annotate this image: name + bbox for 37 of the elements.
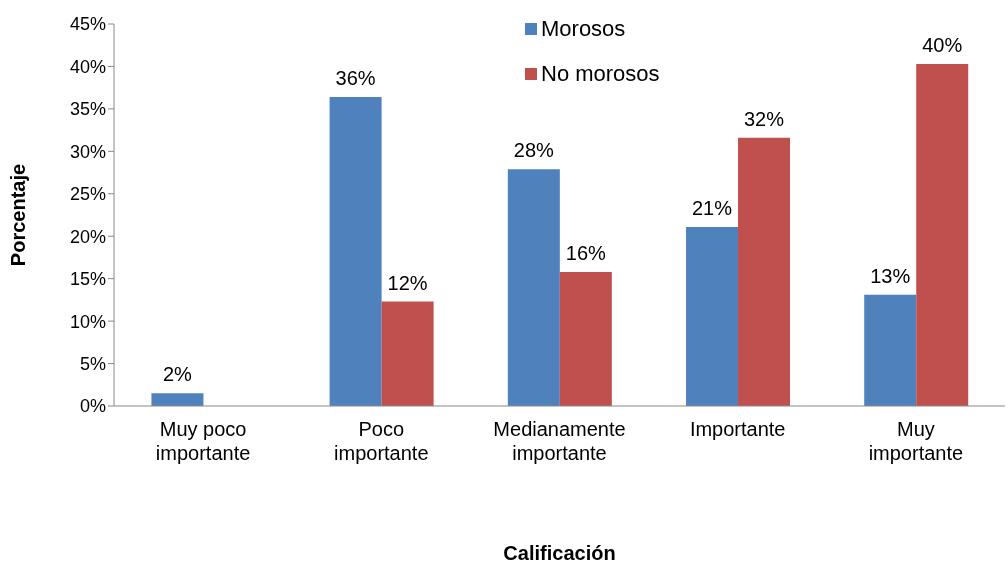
- y-tick-label: 10%: [69, 311, 106, 332]
- x-tick-label: Muy poco importante: [155, 418, 251, 464]
- y-tick-label: 30%: [69, 141, 106, 162]
- y-tick-label: 20%: [69, 226, 106, 247]
- data-label: 12%: [387, 271, 428, 294]
- data-label: 16%: [565, 241, 607, 264]
- data-label: 28%: [513, 139, 555, 162]
- data-label: 36%: [335, 67, 376, 89]
- x-tick-label: Importante: [689, 418, 786, 440]
- data-label: 13%: [870, 264, 911, 287]
- bar: [151, 393, 204, 406]
- data-label: 2%: [162, 363, 193, 386]
- bar: [507, 169, 560, 406]
- x-axis-title: Calificación: [503, 542, 616, 564]
- y-tick-label: 40%: [69, 56, 106, 77]
- bar: [864, 294, 917, 406]
- data-label: 40%: [922, 33, 963, 56]
- y-tick-label: 45%: [69, 14, 106, 35]
- y-tick-label: 15%: [69, 269, 106, 290]
- legend-label: No morosos: [540, 59, 661, 88]
- x-tick-label: Medianamente importante: [493, 418, 626, 464]
- bar: [381, 301, 434, 406]
- x-tick-label: Poco importante: [334, 418, 429, 464]
- bar: [686, 226, 739, 406]
- y-tick-label: 25%: [69, 184, 106, 205]
- y-tick-label: 0%: [79, 396, 106, 417]
- data-label: 32%: [744, 107, 785, 130]
- bar: [738, 137, 791, 406]
- bar: [329, 97, 382, 406]
- y-tick-label: 35%: [69, 99, 106, 120]
- bar: [916, 63, 969, 406]
- y-axis-title: Porcentaje: [7, 163, 30, 267]
- x-tick-label: Muy importante: [868, 418, 964, 464]
- data-label: 21%: [692, 196, 733, 219]
- legend-label: Morosos: [540, 14, 627, 43]
- y-tick-label: 5%: [79, 353, 106, 374]
- bar: [559, 271, 612, 406]
